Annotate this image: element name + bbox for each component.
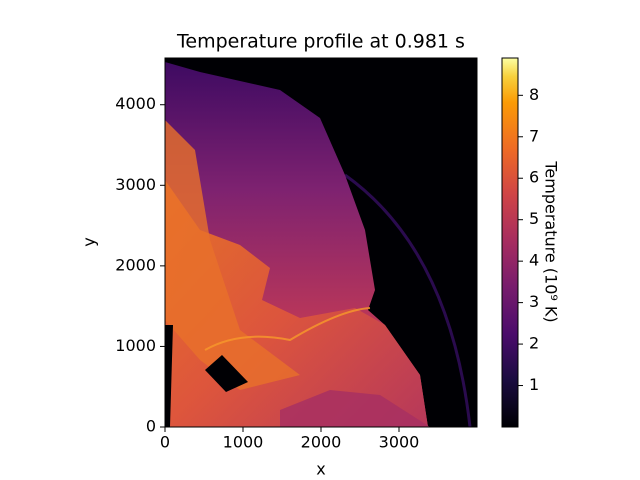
- colorbar-tick-label: 5: [529, 209, 539, 228]
- y-tick-label: 0: [146, 417, 156, 436]
- colorbar-tick-label: 3: [529, 292, 539, 311]
- y-tick-label: 4000: [115, 94, 156, 113]
- x-tick-label: 2000: [301, 433, 342, 452]
- x-tick-label: 1000: [223, 433, 264, 452]
- colorbar: [501, 57, 519, 428]
- chart-title: Temperature profile at 0.981 s: [176, 31, 465, 53]
- colorbar-tick-label: 2: [529, 334, 539, 353]
- colorbar-tick-label: 7: [529, 126, 539, 145]
- colorbar-label: Temperature (10⁹ K): [542, 160, 561, 322]
- x-tick-label: 0: [160, 433, 170, 452]
- y-tick-label: 3000: [115, 175, 156, 194]
- colorbar-tick-label: 4: [529, 251, 539, 270]
- colorbar-tick-label: 1: [529, 375, 539, 394]
- x-axis-label: x: [316, 460, 325, 479]
- y-tick-label: 2000: [115, 255, 156, 274]
- colorbar-tick-label: 8: [529, 85, 539, 104]
- y-tick-label: 1000: [115, 336, 156, 355]
- y-axis-label: y: [80, 237, 99, 246]
- heatmap-image: [165, 58, 477, 427]
- colorbar-tick-label: 6: [529, 168, 539, 187]
- x-tick-label: 3000: [379, 433, 420, 452]
